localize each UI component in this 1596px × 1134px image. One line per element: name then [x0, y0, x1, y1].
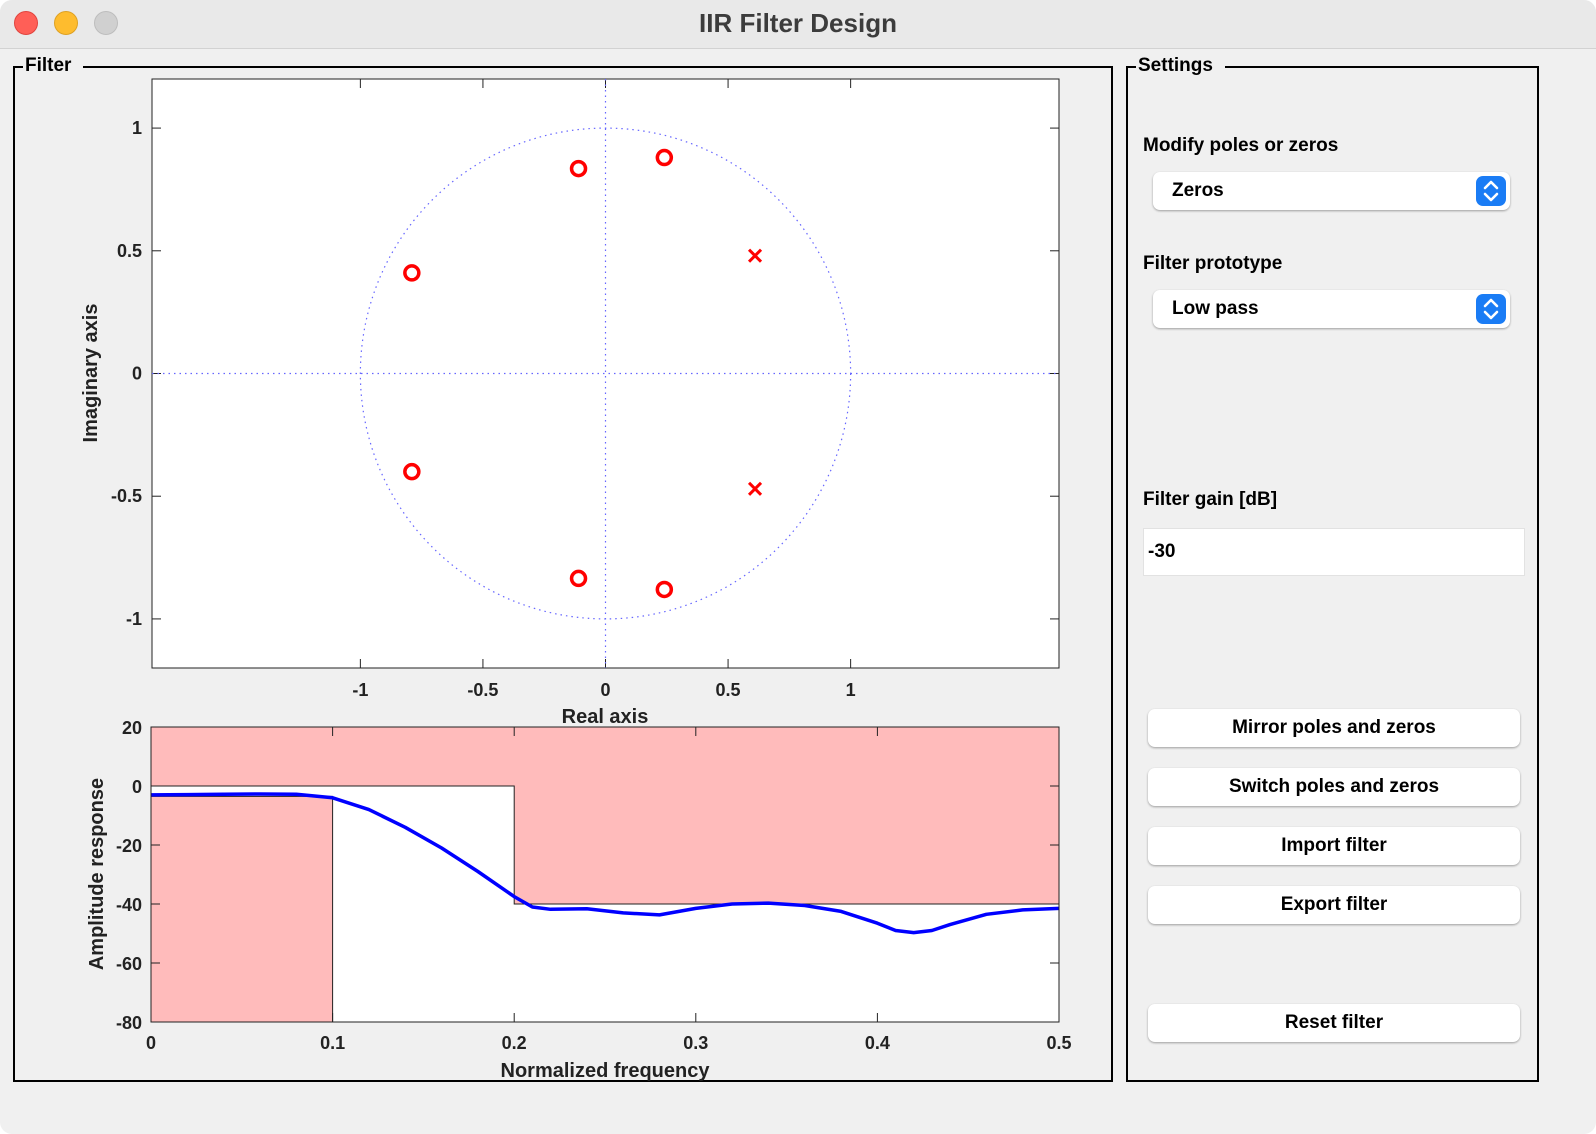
amp-y-tick-label: -20: [116, 836, 142, 856]
filter-panel-title: Filter: [23, 54, 84, 78]
close-window-button[interactable]: [14, 11, 38, 35]
pz-x-axis-label: Real axis: [562, 706, 649, 728]
pz-x-tick-label: 0: [600, 680, 610, 700]
zero-marker[interactable]: [403, 264, 421, 282]
amp-x-tick-label: 0: [146, 1033, 156, 1053]
pz-y-axis-label: Imaginary axis: [80, 304, 102, 443]
mode-select[interactable]: Zeros: [1153, 172, 1510, 210]
amp-x-tick-label: 0.4: [865, 1033, 890, 1053]
gain-input[interactable]: -30: [1143, 528, 1525, 576]
amp-y-tick-label: 20: [122, 718, 142, 738]
prototype-select[interactable]: Low pass: [1153, 290, 1510, 328]
reset-button[interactable]: Reset filter: [1148, 1004, 1520, 1042]
switch-button[interactable]: Switch poles and zeros: [1148, 768, 1520, 806]
amp-x-axis-label: Normalized frequency: [501, 1060, 711, 1082]
zoom-window-button[interactable]: [94, 11, 118, 35]
zero-marker[interactable]: [403, 462, 421, 481]
window-title: IIR Filter Design: [699, 8, 897, 38]
mirror-button[interactable]: Mirror poles and zeros: [1148, 709, 1520, 747]
import-button[interactable]: Import filter: [1148, 827, 1520, 865]
mode-select-value: Zeros: [1172, 180, 1224, 201]
pz-y-tick-label: 0: [132, 364, 142, 384]
title-bar: IIR Filter Design: [0, 0, 1596, 49]
minimize-window-button[interactable]: [54, 11, 78, 35]
forbidden-zone-lower: [150, 795, 334, 1023]
pz-y-tick-label: -0.5: [111, 486, 142, 506]
zero-marker[interactable]: [655, 148, 674, 167]
filter-panel: Filter: [13, 54, 1113, 1082]
pole-zero-plot[interactable]: -1 -0.5 0 0.5 1 -1 -0.5 0 0.5 1 Real axis Imagina…: [0, 0, 1120, 1100]
amp-y-tick-label: 0: [132, 777, 142, 797]
pz-y-tick-label: 1: [132, 118, 142, 138]
export-button[interactable]: Export filter: [1148, 886, 1520, 924]
amp-x-tick-label: 0.3: [683, 1033, 708, 1053]
gain-input-value: -30: [1148, 541, 1176, 562]
amp-x-tick-label: 0.1: [320, 1033, 345, 1053]
zero-marker[interactable]: [655, 580, 674, 599]
amp-x-tick-label: 0.2: [502, 1033, 527, 1053]
amp-y-tick-label: -60: [116, 954, 142, 974]
settings-panel: Settings: [1126, 54, 1539, 1082]
pz-y-tick-label: -1: [126, 609, 142, 629]
amp-axes-frame: [150, 726, 1060, 1023]
pole-marker[interactable]: [747, 481, 763, 496]
amp-y-tick-label: -40: [116, 895, 142, 915]
prototype-label: Filter prototype: [1143, 253, 1283, 274]
pz-x-tick-label: 1: [846, 680, 856, 700]
select-arrows-icon: [1476, 294, 1506, 324]
zero-marker[interactable]: [569, 569, 588, 588]
amp-y-axis-label: Amplitude response: [86, 778, 108, 970]
pz-x-tick-label: -0.5: [467, 680, 498, 700]
amp-y-tick-label: -80: [116, 1013, 142, 1033]
amplitude-response-line: [150, 792, 1060, 935]
select-arrows-icon: [1476, 176, 1506, 206]
settings-panel-title: Settings: [1136, 54, 1225, 78]
zero-marker[interactable]: [569, 159, 588, 178]
pz-x-tick-label: -1: [352, 680, 368, 700]
pz-y-tick-label: 0.5: [117, 241, 142, 261]
mode-label: Modify poles or zeros: [1143, 135, 1339, 156]
gain-label: Filter gain [dB]: [1143, 489, 1278, 510]
pole-marker[interactable]: [747, 248, 763, 263]
pz-x-tick-label: 0.5: [716, 680, 741, 700]
amp-x-tick-label: 0.5: [1046, 1033, 1071, 1053]
unit-circle: [359, 127, 852, 620]
amplitude-response-plot[interactable]: 0 0.1 0.2 0.3 0.4 0.5 20 0 -20 -40 -60 -80 Normaliz…: [0, 0, 1120, 1100]
prototype-select-value: Low pass: [1172, 298, 1259, 319]
